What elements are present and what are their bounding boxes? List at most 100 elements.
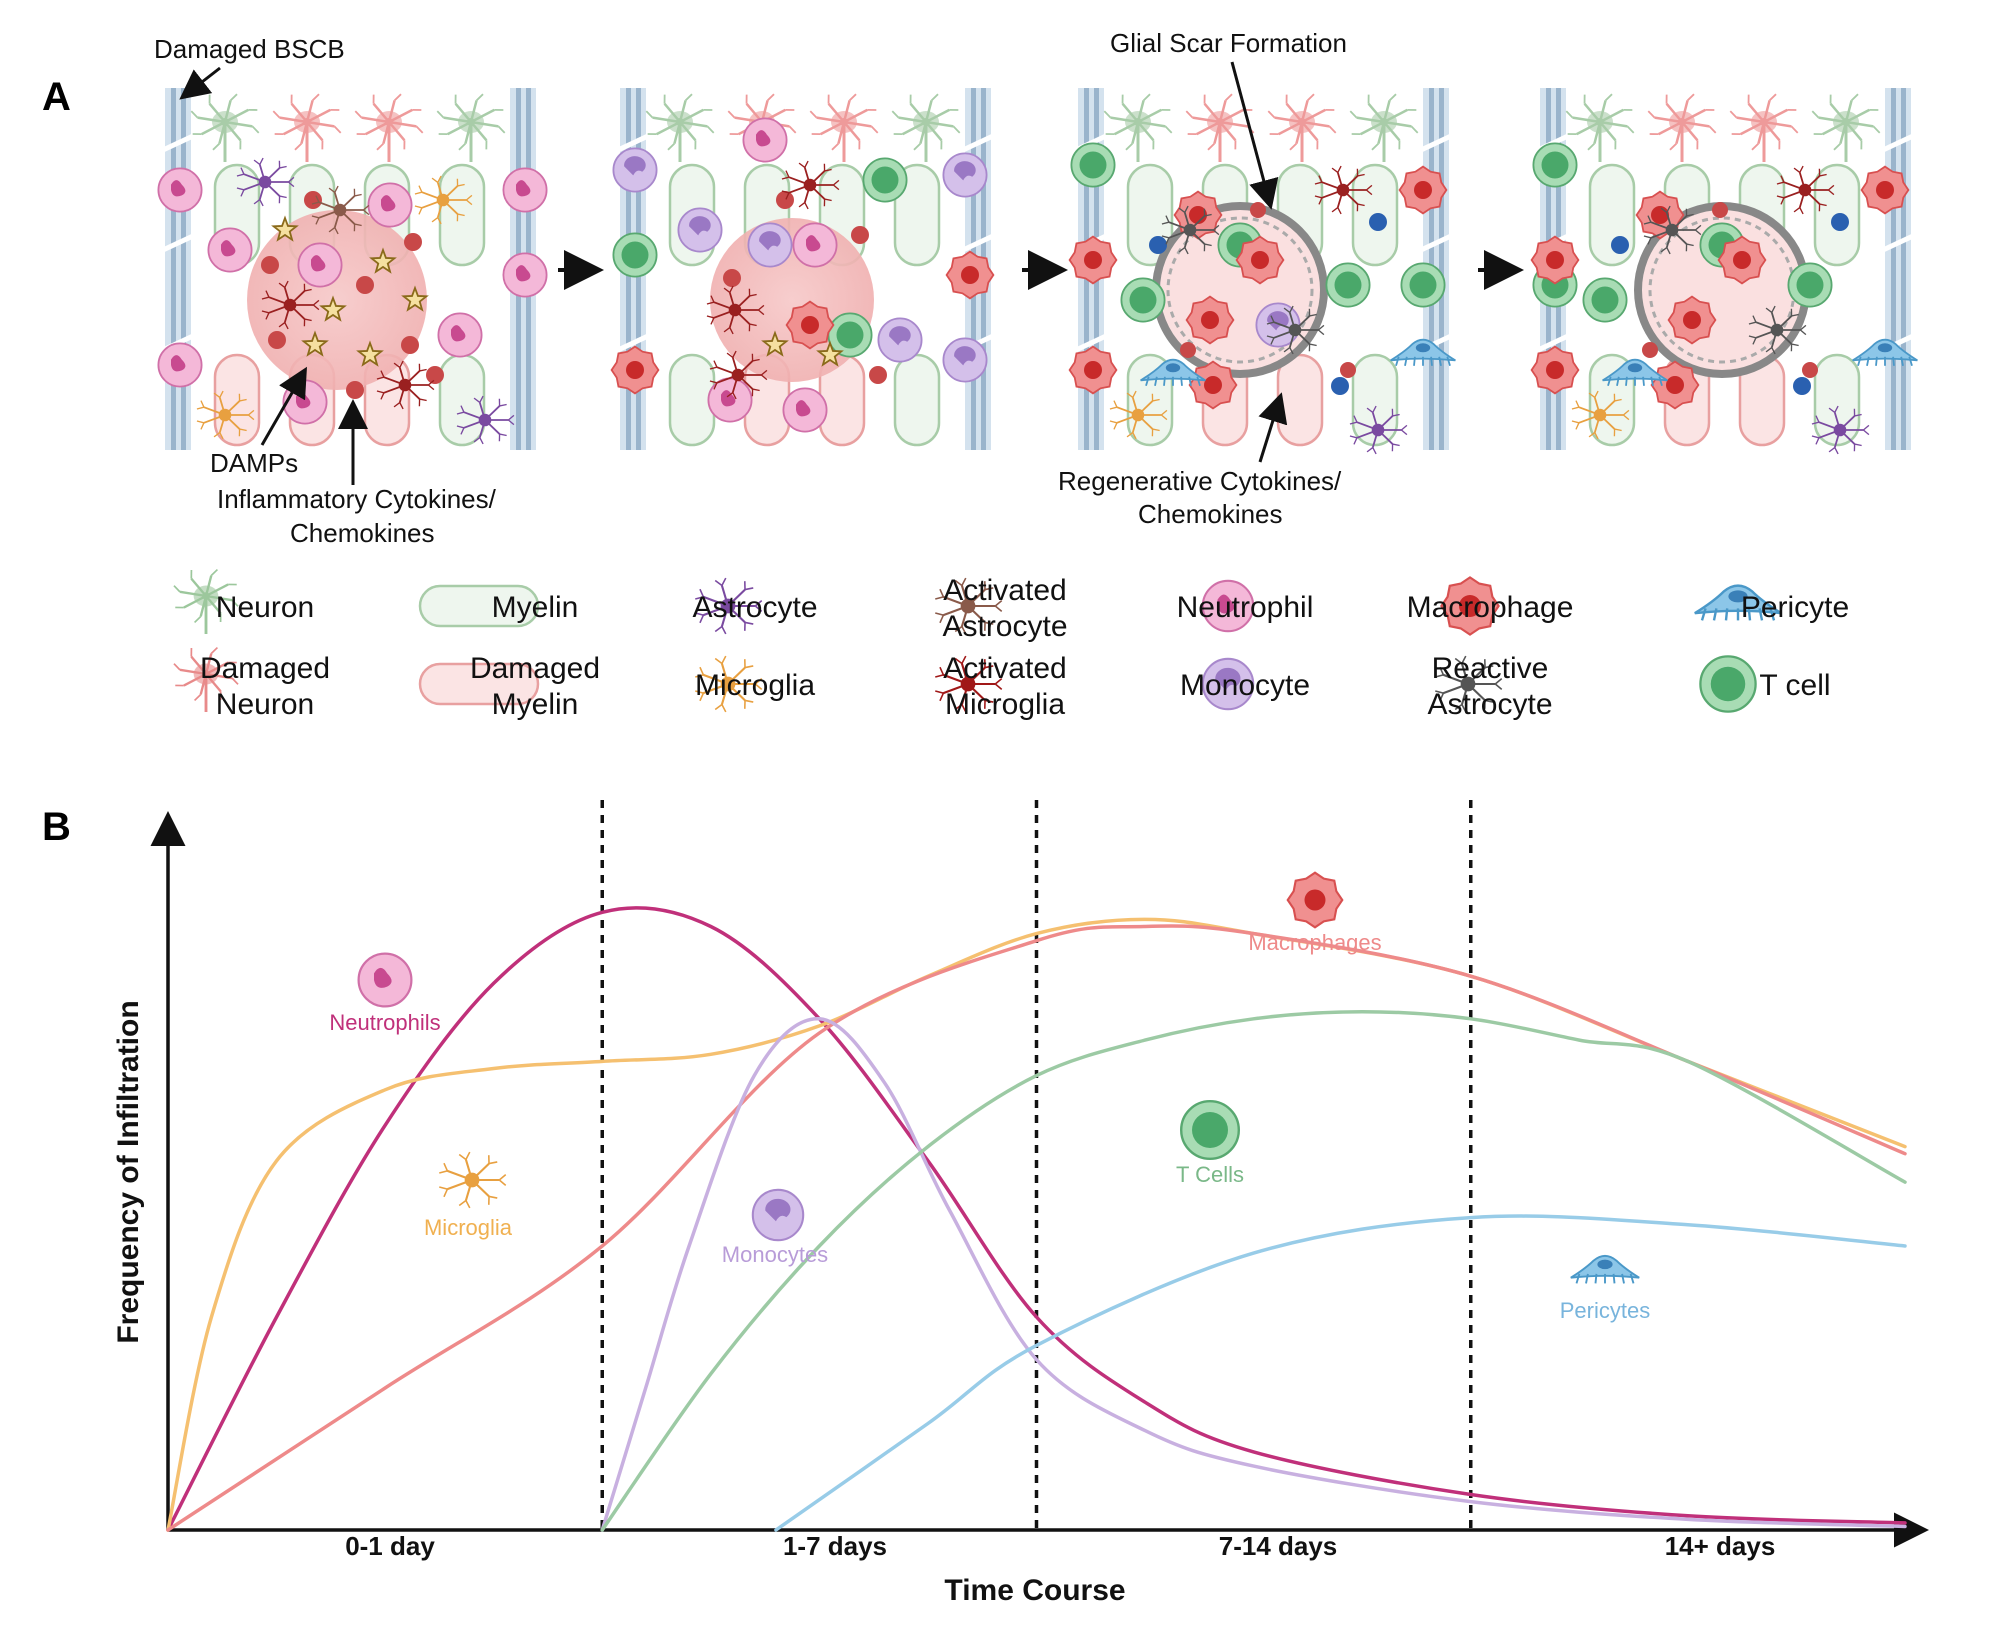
cell-type-legend: Neuron Myelin AstrocyteActivatedAstrocyteN… bbox=[173, 568, 1849, 721]
t-cell bbox=[827, 312, 873, 358]
damp-particle bbox=[869, 366, 887, 384]
y-axis-title: Frequency of Infiltration bbox=[112, 1000, 145, 1343]
damp-particle bbox=[261, 256, 279, 274]
phase-dividers bbox=[600, 800, 1473, 1530]
scene-1 bbox=[157, 88, 548, 450]
legend-label: Myelin bbox=[492, 591, 579, 624]
damp-particle bbox=[346, 381, 364, 399]
t-cell bbox=[1325, 262, 1371, 308]
curve-neutrophils bbox=[166, 906, 1907, 1532]
monocyte bbox=[612, 147, 658, 193]
neutrophil-icon bbox=[357, 952, 413, 1008]
panel-b-letter: B bbox=[42, 805, 71, 849]
legend-item-myelin: Myelin bbox=[418, 584, 579, 628]
legend-item-macrophage: Macrophage bbox=[1407, 576, 1573, 636]
activated-microglia bbox=[706, 285, 765, 335]
myelin-segment bbox=[668, 353, 716, 447]
neuron bbox=[1729, 93, 1799, 162]
pericyte-icon bbox=[1570, 1254, 1640, 1284]
neutrophil bbox=[707, 377, 753, 423]
damaged-myelin-icon bbox=[418, 662, 540, 706]
glial-scar-pointer bbox=[1230, 61, 1279, 210]
activated-microglia bbox=[1776, 165, 1835, 215]
neutrophil bbox=[502, 167, 548, 213]
neutrophil bbox=[437, 312, 483, 358]
damp-particle bbox=[1180, 342, 1196, 358]
damp-particle bbox=[401, 336, 419, 354]
t-cell bbox=[1532, 142, 1578, 188]
microglia-icon bbox=[439, 1151, 507, 1209]
macrophage bbox=[785, 300, 835, 350]
legend-label: Monocyte bbox=[1180, 669, 1310, 702]
activated-microglia bbox=[781, 160, 840, 210]
neuron bbox=[809, 93, 879, 162]
pericyte bbox=[1140, 358, 1206, 387]
monocyte-icon bbox=[751, 1188, 805, 1242]
neutrophil bbox=[282, 379, 328, 425]
activated-microglia bbox=[709, 350, 768, 400]
damaged-neuron-icon bbox=[173, 646, 239, 712]
macrophage bbox=[1068, 235, 1118, 285]
damaged-bscb-pointer bbox=[179, 66, 221, 100]
damp-particle bbox=[1250, 202, 1266, 218]
legend-item-t-cell: T cell bbox=[1699, 655, 1831, 713]
t-cell bbox=[1787, 262, 1833, 308]
myelin-segment bbox=[213, 353, 261, 447]
neutrophil bbox=[782, 387, 828, 433]
astrocyte bbox=[1349, 405, 1408, 455]
glial-scar-label: Glial Scar Formation bbox=[1110, 28, 1347, 58]
x-tick-label: 0-1 day bbox=[345, 1531, 435, 1561]
curve-label-microglia: Microglia bbox=[424, 1151, 513, 1240]
damp-particle bbox=[404, 233, 422, 251]
regenerative-label-line2: Chemokines bbox=[1138, 499, 1283, 529]
macrophage bbox=[1717, 235, 1767, 285]
monocyte bbox=[942, 152, 988, 198]
neutrophil bbox=[792, 222, 838, 268]
vessel-wall bbox=[161, 88, 195, 450]
inflammatory-label-line1: Inflammatory Cytokines/ bbox=[217, 484, 497, 514]
astrocyte bbox=[456, 395, 515, 445]
legend-label: Activated bbox=[943, 652, 1066, 685]
neutrophil bbox=[157, 342, 203, 388]
legend-label: Neuron bbox=[216, 688, 314, 721]
neuron bbox=[1647, 93, 1717, 162]
macrophage-icon bbox=[1440, 576, 1500, 636]
microglia bbox=[196, 390, 255, 440]
x-axis-title: Time Course bbox=[944, 1574, 1125, 1607]
t-cell bbox=[862, 157, 908, 203]
panel-b: B Neutrophils Microglia Macrophages Monocyt… bbox=[42, 800, 1929, 1607]
scene-3 bbox=[1068, 88, 1456, 455]
regenerative-cytokine bbox=[1611, 236, 1629, 254]
legend-label: Astrocyte bbox=[692, 591, 817, 624]
reactive-astrocyte bbox=[1748, 305, 1807, 355]
myelin-segment bbox=[893, 163, 941, 267]
microglia bbox=[1109, 390, 1168, 440]
neutrophil bbox=[742, 117, 788, 163]
monocyte-icon bbox=[1201, 657, 1255, 711]
neuron bbox=[354, 93, 424, 162]
t-cell bbox=[1070, 142, 1116, 188]
x-tick-label: 7-14 days bbox=[1219, 1531, 1338, 1561]
neuron bbox=[436, 93, 506, 162]
annotations: Damaged BSCB Glial Scar Formation DAMPs … bbox=[154, 28, 1347, 548]
neuron bbox=[1811, 93, 1881, 162]
regenerative-cytokine bbox=[1793, 377, 1811, 395]
macrophage bbox=[1530, 235, 1580, 285]
monocyte bbox=[942, 337, 988, 383]
damp-particle bbox=[1642, 342, 1658, 358]
astrocyte bbox=[236, 157, 295, 207]
neuron bbox=[645, 93, 715, 162]
regenerative-cytokine bbox=[1149, 236, 1167, 254]
neuron bbox=[891, 93, 961, 162]
neuron bbox=[1103, 93, 1173, 162]
t-cell bbox=[1582, 277, 1628, 323]
pericyte bbox=[1602, 358, 1668, 387]
macrophage bbox=[1860, 165, 1910, 215]
panel-a-letter: A bbox=[42, 75, 71, 119]
legend-item-monocyte: Monocyte bbox=[1180, 657, 1310, 711]
neuron bbox=[272, 93, 342, 162]
curve-t-cells bbox=[600, 1009, 1907, 1532]
